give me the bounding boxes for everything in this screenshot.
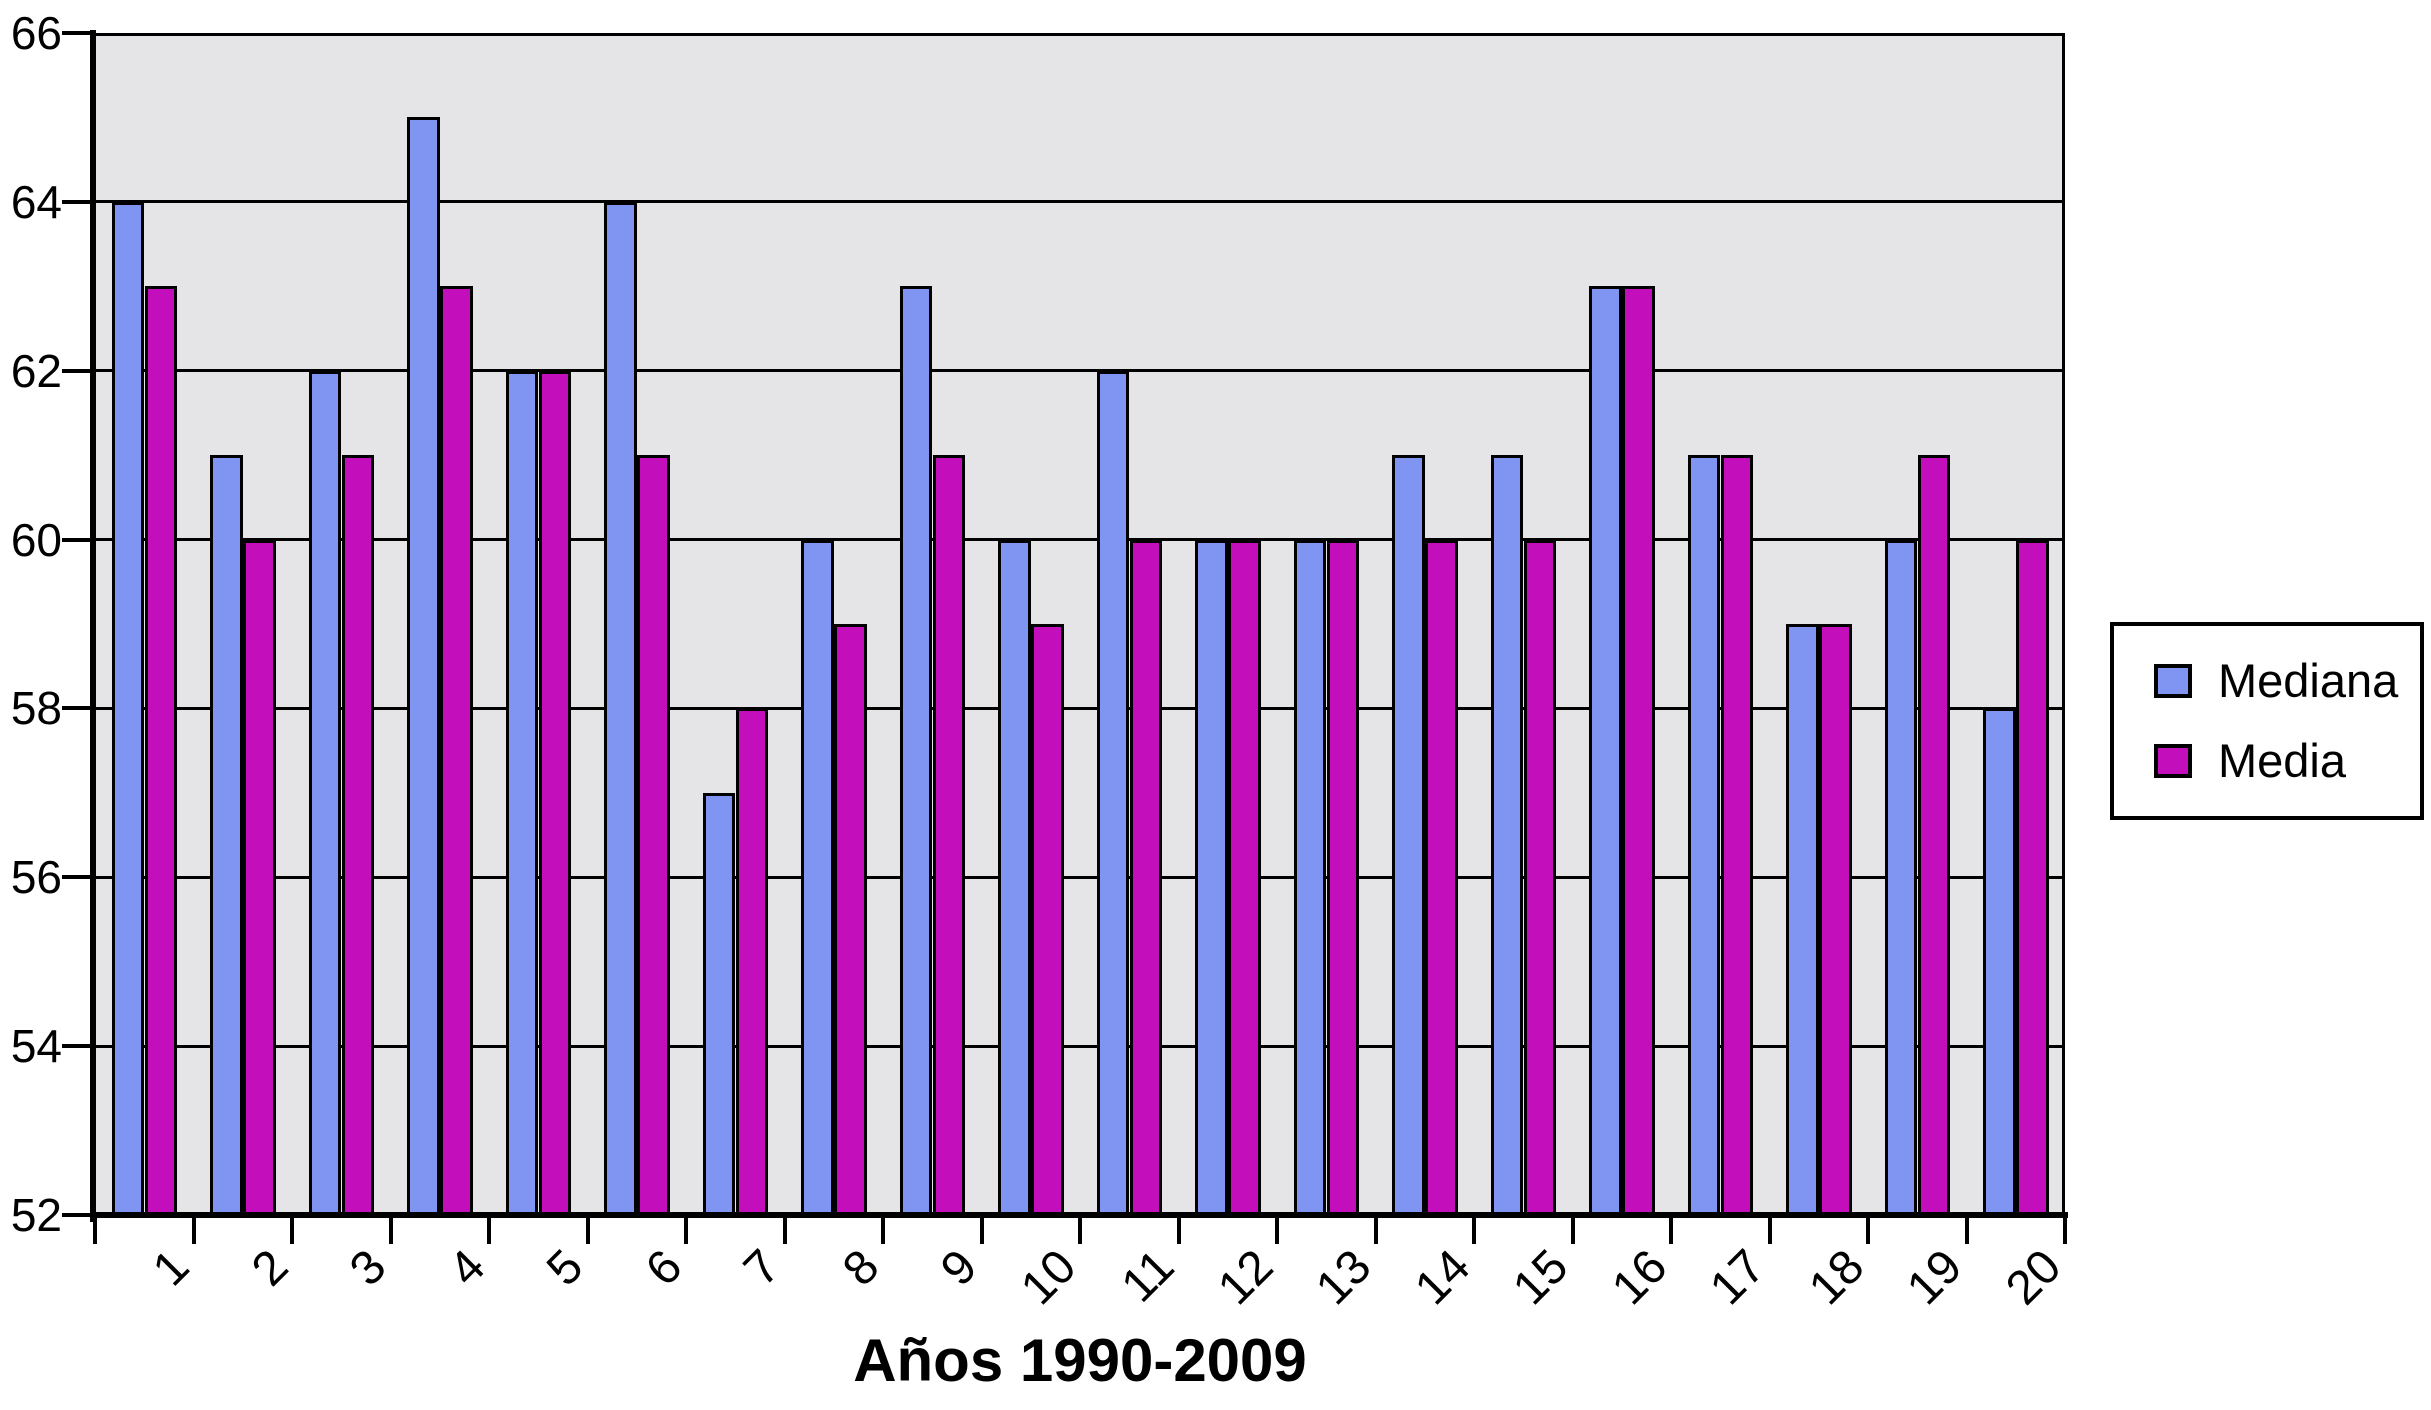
x-tick-3 xyxy=(388,1216,393,1244)
x-tick-13 xyxy=(1373,1216,1378,1244)
plot-border-top xyxy=(95,33,2065,36)
bar-mediana-9 xyxy=(899,286,933,1215)
x-tick-20 xyxy=(2063,1216,2067,1244)
bar-media-10 xyxy=(1031,624,1064,1215)
bar-media-11 xyxy=(1129,539,1163,1215)
bar-media-8 xyxy=(834,624,867,1215)
y-axis-line xyxy=(90,30,96,1222)
bar-mediana-10 xyxy=(998,539,1031,1215)
bar-media-6 xyxy=(637,455,670,1215)
y-tick-label-56: 56 xyxy=(10,851,62,904)
bar-mediana-15 xyxy=(1490,455,1524,1215)
legend-label-mediana: Mediana xyxy=(2218,654,2399,707)
bar-media-5 xyxy=(538,370,572,1215)
x-axis-line xyxy=(90,1212,2068,1218)
bar-mediana-18 xyxy=(1786,624,1819,1215)
x-tick-15 xyxy=(1570,1216,1575,1244)
x-tick-11 xyxy=(1176,1216,1181,1244)
x-axis-title: Años 1990-2009 xyxy=(853,1327,1307,1394)
y-tick-label-58: 58 xyxy=(10,682,62,735)
x-tick-5 xyxy=(585,1216,590,1244)
bar-mediana-19 xyxy=(1884,539,1918,1215)
bar-media-12 xyxy=(1228,539,1261,1215)
bar-media-4 xyxy=(440,286,473,1215)
x-tick-12 xyxy=(1275,1216,1279,1244)
bar-media-15 xyxy=(1523,539,1557,1215)
legend-item-media: Media xyxy=(2154,736,2420,786)
bar-mediana-2 xyxy=(210,455,243,1215)
x-tick-14 xyxy=(1472,1216,1476,1244)
y-tick-60 xyxy=(62,537,94,542)
bar-mediana-5 xyxy=(505,370,539,1215)
bar-media-19 xyxy=(1917,455,1951,1215)
y-tick-56 xyxy=(62,875,94,880)
y-tick-label-66: 66 xyxy=(10,7,62,59)
y-tick-52 xyxy=(62,1213,94,1217)
y-tick-64 xyxy=(62,199,94,204)
legend: Mediana Media xyxy=(2110,622,2424,820)
bar-mediana-8 xyxy=(801,539,834,1215)
bar-mediana-16 xyxy=(1589,286,1622,1215)
y-tick-label-64: 64 xyxy=(10,175,62,228)
gridline-60 xyxy=(95,538,2065,542)
y-tick-54 xyxy=(62,1044,94,1049)
y-tick-58 xyxy=(62,706,94,711)
bar-mediana-4 xyxy=(407,117,440,1215)
x-tick-18 xyxy=(1866,1216,1870,1244)
bar-mediana-12 xyxy=(1195,539,1228,1215)
x-tick-2 xyxy=(290,1216,294,1244)
y-tick-62 xyxy=(62,368,94,373)
bar-media-20 xyxy=(2016,539,2049,1215)
x-tick-19 xyxy=(1964,1216,1969,1244)
legend-item-mediana: Mediana xyxy=(2154,656,2420,706)
x-tick-4 xyxy=(487,1216,491,1244)
x-tick-6 xyxy=(684,1216,688,1244)
plot-border-right xyxy=(2062,33,2065,1215)
y-tick-label-52: 52 xyxy=(10,1189,62,1241)
gridline-64 xyxy=(95,200,2065,204)
y-tick-66 xyxy=(62,31,94,35)
x-tick-1 xyxy=(191,1216,196,1244)
legend-swatch-mediana xyxy=(2154,664,2192,698)
bar-media-7 xyxy=(735,708,769,1215)
x-tick-8 xyxy=(881,1216,885,1244)
bar-media-2 xyxy=(243,539,276,1215)
bar-media-14 xyxy=(1425,539,1458,1215)
gridline-62 xyxy=(95,369,2065,373)
bar-mediana-6 xyxy=(604,201,637,1215)
x-tick-10 xyxy=(1078,1216,1082,1244)
bar-media-17 xyxy=(1720,455,1754,1215)
bar-mediana-7 xyxy=(702,792,736,1215)
plot-area xyxy=(95,33,2065,1215)
legend-label-media: Media xyxy=(2218,734,2347,787)
gridline-56 xyxy=(95,875,2065,879)
bar-media-16 xyxy=(1622,286,1655,1215)
x-tick-17 xyxy=(1767,1216,1772,1244)
bar-mediana-17 xyxy=(1687,455,1721,1215)
gridline-54 xyxy=(95,1044,2065,1048)
legend-swatch-media xyxy=(2154,744,2192,778)
bar-mediana-1 xyxy=(111,201,145,1215)
y-tick-label-60: 60 xyxy=(10,513,62,566)
y-tick-label-62: 62 xyxy=(10,344,62,397)
bar-mediana-3 xyxy=(308,370,342,1215)
bar-media-1 xyxy=(144,286,178,1215)
x-tick-9 xyxy=(979,1216,984,1244)
gridline-58 xyxy=(95,706,2065,710)
bar-media-18 xyxy=(1819,624,1852,1215)
bar-media-13 xyxy=(1326,539,1360,1215)
x-tick-0 xyxy=(93,1216,97,1244)
bar-mediana-13 xyxy=(1293,539,1327,1215)
x-tick-16 xyxy=(1669,1216,1673,1244)
bar-mediana-14 xyxy=(1392,455,1425,1215)
bar-mediana-11 xyxy=(1096,370,1130,1215)
y-tick-label-54: 54 xyxy=(10,1020,62,1073)
x-tick-7 xyxy=(782,1216,787,1244)
bar-media-9 xyxy=(932,455,966,1215)
bar-media-3 xyxy=(341,455,375,1215)
bar-mediana-20 xyxy=(1983,708,2016,1215)
